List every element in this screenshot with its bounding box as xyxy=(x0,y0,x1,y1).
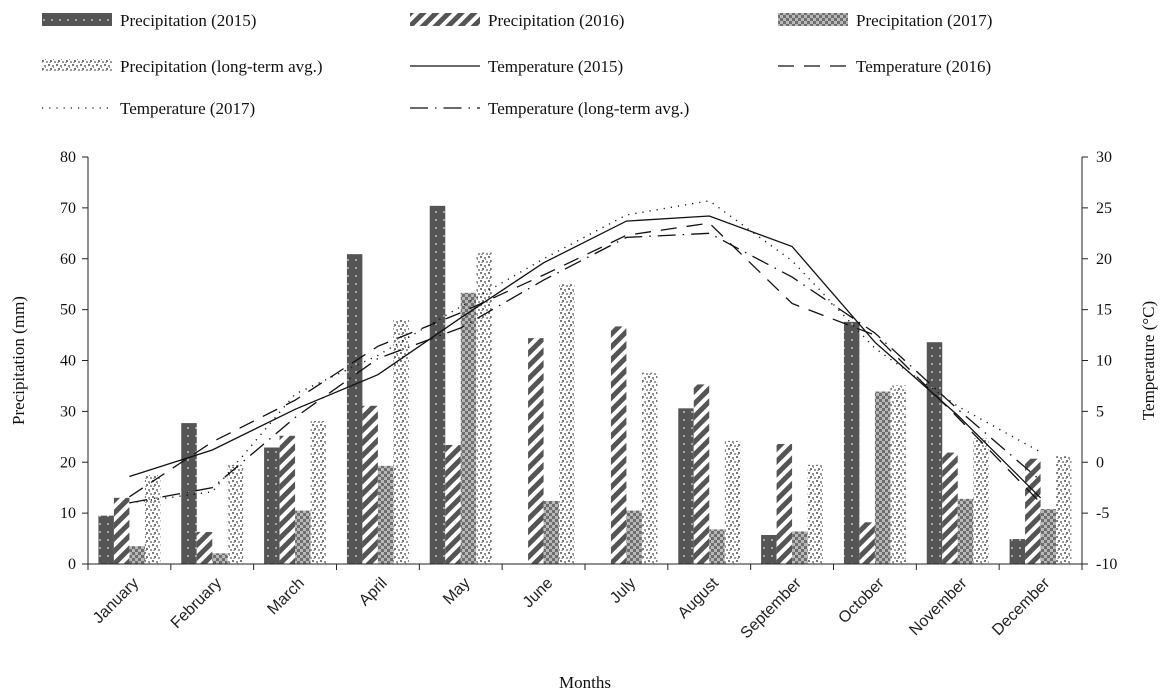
axes: 0 10 20 30 40 50 60 70 80 -10 -5 0 5 10 15 20 25 30 Januar… xyxy=(9,149,1158,692)
bar-checker-april xyxy=(377,465,394,564)
bar-speckle-october xyxy=(890,385,906,564)
bar-checker-january xyxy=(129,546,145,564)
bar-checker-august xyxy=(709,529,725,564)
x-tick-label: April xyxy=(356,575,391,610)
bar-checker-february xyxy=(212,553,228,564)
bar-diagonal-stripes-november xyxy=(942,452,958,564)
bar-speckle-august xyxy=(724,440,741,564)
bar-checker-november xyxy=(957,498,974,564)
x-tick-label: August xyxy=(675,574,723,622)
y2-tick-label: 30 xyxy=(1096,149,1112,166)
y2-tick-label: 20 xyxy=(1096,251,1112,268)
legend-label: Temperature (2017) xyxy=(120,99,255,118)
x-tick-label: July xyxy=(607,575,639,607)
bar-speckle-april xyxy=(393,319,409,564)
bar-diagonal-stripes-april xyxy=(362,405,378,564)
bar-diagonal-stripes-december xyxy=(1025,458,1041,564)
y-tick-label: 30 xyxy=(60,403,76,420)
y-axis-title: Precipitation (mm) xyxy=(9,296,28,425)
bar-checker-june xyxy=(543,500,560,564)
legend-swatch xyxy=(42,59,112,72)
bar-diagonal-stripes-october xyxy=(859,522,875,564)
bar-dots-dark-may xyxy=(429,205,446,564)
y-tick-label: 50 xyxy=(60,302,76,319)
x-tick-label: March xyxy=(264,575,307,618)
legend-label: Precipitation (long-term avg.) xyxy=(120,57,323,76)
x-tick-label: September xyxy=(738,574,806,642)
bar-speckle-may xyxy=(476,252,492,564)
bar-speckle-march xyxy=(310,421,327,564)
y-tick-label: 40 xyxy=(60,353,76,370)
bar-speckle-september xyxy=(807,464,824,564)
bar-checker-may xyxy=(460,292,477,564)
x-tick-label: November xyxy=(906,574,971,639)
bar-dots-dark-april xyxy=(346,254,363,565)
legend-label: Precipitation (2017) xyxy=(856,11,992,30)
bar-dots-dark-october xyxy=(843,321,860,564)
y-tick-label: 80 xyxy=(60,149,76,166)
bar-diagonal-stripes-august xyxy=(693,384,710,564)
bar-diagonal-stripes-may xyxy=(445,444,461,564)
bar-speckle-december xyxy=(1056,456,1072,564)
y2-tick-label: 0 xyxy=(1096,454,1104,471)
x-axis-title: Months xyxy=(559,673,611,692)
bar-checker-march xyxy=(295,510,311,564)
y-tick-label: 0 xyxy=(68,556,76,573)
bar-checker-december xyxy=(1040,509,1057,564)
legend-label: Precipitation (2016) xyxy=(488,11,624,30)
legend-swatch xyxy=(42,13,112,26)
y-tick-label: 60 xyxy=(60,251,76,268)
y-tick-label: 10 xyxy=(60,505,76,522)
legend-label: Precipitation (2015) xyxy=(120,11,256,30)
bar-diagonal-stripes-june xyxy=(528,338,544,564)
y2-tick-label: 15 xyxy=(1096,302,1112,319)
y2-tick-label: 10 xyxy=(1096,353,1112,370)
x-tick-label: June xyxy=(520,575,557,612)
legend-swatch xyxy=(410,13,480,26)
bar-speckle-november xyxy=(973,438,989,564)
y2-tick-label: 25 xyxy=(1096,200,1112,217)
bar-checker-july xyxy=(626,510,642,564)
y2-tick-label: 5 xyxy=(1096,403,1104,420)
legend-swatch xyxy=(778,13,848,26)
x-tick-label: January xyxy=(90,575,142,627)
bar-diagonal-stripes-january xyxy=(113,497,130,564)
legend: Precipitation (2015) Precipitation (2016)… xyxy=(42,11,992,118)
bar-diagonal-stripes-february xyxy=(196,531,213,564)
bar-diagonal-stripes-july xyxy=(610,326,627,564)
y-tick-label: 20 xyxy=(60,454,76,471)
legend-label: Temperature (2016) xyxy=(856,57,991,76)
legend-label: Temperature (long-term avg.) xyxy=(488,99,689,118)
bar-dots-dark-december xyxy=(1009,539,1026,564)
x-tick-label: February xyxy=(168,575,225,632)
bar-checker-october xyxy=(874,391,891,564)
line-long-dash xyxy=(129,222,1042,504)
y2-tick-label: -5 xyxy=(1096,505,1109,522)
bar-speckle-june xyxy=(559,284,575,564)
bar-diagonal-stripes-march xyxy=(279,435,296,564)
temperature-lines xyxy=(129,200,1042,504)
bar-checker-september xyxy=(792,531,808,564)
bar-speckle-july xyxy=(641,372,658,564)
y-tick-label: 70 xyxy=(60,200,76,217)
y2-tick-label: -10 xyxy=(1096,556,1117,573)
line-solid xyxy=(129,215,1042,499)
x-tick-label: May xyxy=(440,575,473,608)
bar-speckle-january xyxy=(144,474,161,564)
bar-dots-dark-november xyxy=(926,342,943,564)
legend-label: Temperature (2015) xyxy=(488,57,623,76)
bar-diagonal-stripes-september xyxy=(776,443,793,564)
bar-dots-dark-september xyxy=(761,535,777,564)
bar-speckle-february xyxy=(227,464,244,564)
line-long-dash-dot xyxy=(129,232,1042,504)
x-tick-label: December xyxy=(989,574,1054,639)
y2-axis-title: Temperature (°C) xyxy=(1139,301,1158,420)
bar-dots-dark-march xyxy=(264,447,280,564)
x-tick-label: October xyxy=(835,574,888,627)
bar-dots-dark-january xyxy=(98,515,114,564)
bar-dots-dark-august xyxy=(678,408,694,564)
